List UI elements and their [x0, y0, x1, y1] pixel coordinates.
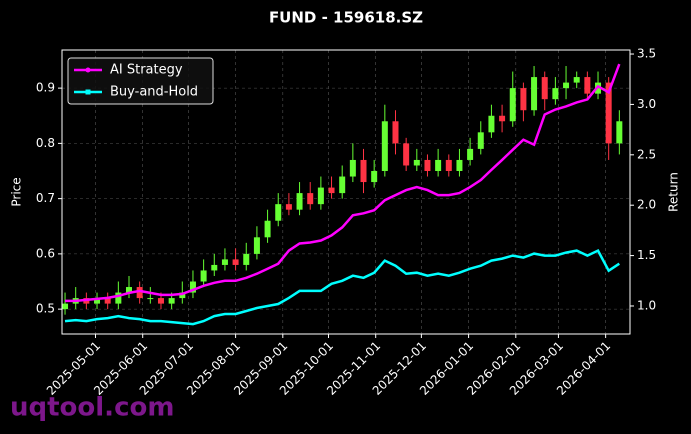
candle-body — [253, 237, 260, 254]
candle-body — [62, 303, 69, 310]
candle-body — [275, 204, 282, 221]
candle-body — [328, 187, 335, 194]
candle-body — [435, 159, 442, 172]
candle-body — [413, 159, 420, 166]
candle-body — [243, 253, 250, 265]
candle-body — [296, 193, 303, 210]
y-tick-label: 0.5 — [36, 302, 55, 316]
candle-body — [168, 298, 175, 304]
y2-tick-label: 2.0 — [637, 198, 656, 212]
candle-body — [605, 82, 612, 144]
y2-tick-label: 3.5 — [637, 47, 656, 61]
candle-body — [381, 121, 388, 172]
candle-body — [211, 264, 218, 271]
candle-body — [531, 77, 538, 111]
y2-tick-label: 3.0 — [637, 97, 656, 111]
candle-body — [349, 159, 356, 177]
candle-body — [339, 176, 346, 194]
candle-body — [520, 88, 527, 111]
plot-frame — [61, 49, 631, 335]
y-tick-label: 0.9 — [36, 81, 55, 95]
y2-tick-label: 1.0 — [637, 298, 656, 312]
candle-body — [179, 292, 186, 299]
candle-body — [221, 259, 228, 265]
candle-body — [157, 298, 164, 304]
y2-tick-label: 1.5 — [637, 248, 656, 262]
y-axis-label: Price — [10, 177, 24, 206]
candle-body — [264, 220, 271, 238]
candle-body — [563, 82, 570, 89]
candle-body — [403, 143, 410, 166]
y2-tick-label: 2.5 — [637, 147, 656, 161]
candle-body — [94, 298, 101, 304]
candle-body — [360, 159, 367, 183]
candle-body — [456, 159, 463, 172]
watermark: uqtool.com — [10, 393, 174, 423]
legend-box — [67, 57, 214, 105]
candle-body — [200, 270, 207, 282]
candle-body — [488, 115, 495, 133]
legend-marker — [85, 89, 91, 95]
candle-body — [499, 115, 506, 122]
return-line — [65, 63, 621, 303]
legend-marker — [85, 67, 91, 73]
legend-label: AI Strategy — [110, 63, 183, 78]
candle-body — [136, 287, 143, 299]
candle-body — [317, 187, 324, 205]
candle-body — [147, 298, 154, 300]
y-tick-label: 0.6 — [36, 246, 55, 260]
candle-body — [189, 281, 196, 293]
candle-body — [467, 148, 474, 160]
candle-body — [616, 121, 623, 144]
candle-body — [126, 287, 133, 293]
y2-axis-label: Return — [667, 172, 681, 212]
y-tick-label: 0.7 — [36, 191, 55, 205]
return-line — [64, 248, 620, 326]
candle-body — [392, 121, 399, 144]
candle-body — [445, 159, 452, 172]
candle-body — [509, 88, 516, 122]
candle-body — [477, 132, 484, 149]
candle-body — [307, 193, 314, 205]
candle-body — [573, 77, 580, 83]
candle-body — [541, 77, 548, 100]
candle-body — [552, 88, 559, 100]
candle-body — [285, 204, 292, 210]
candle-body — [371, 171, 378, 183]
candle-body — [232, 259, 239, 265]
y-tick-label: 0.8 — [36, 136, 55, 150]
candle-body — [115, 292, 122, 304]
legend-label: Buy-and-Hold — [110, 85, 198, 100]
chart-title: FUND - 159618.SZ — [269, 9, 423, 27]
candle-body — [104, 298, 111, 304]
candle-body — [424, 159, 431, 172]
candle-body — [584, 77, 591, 94]
